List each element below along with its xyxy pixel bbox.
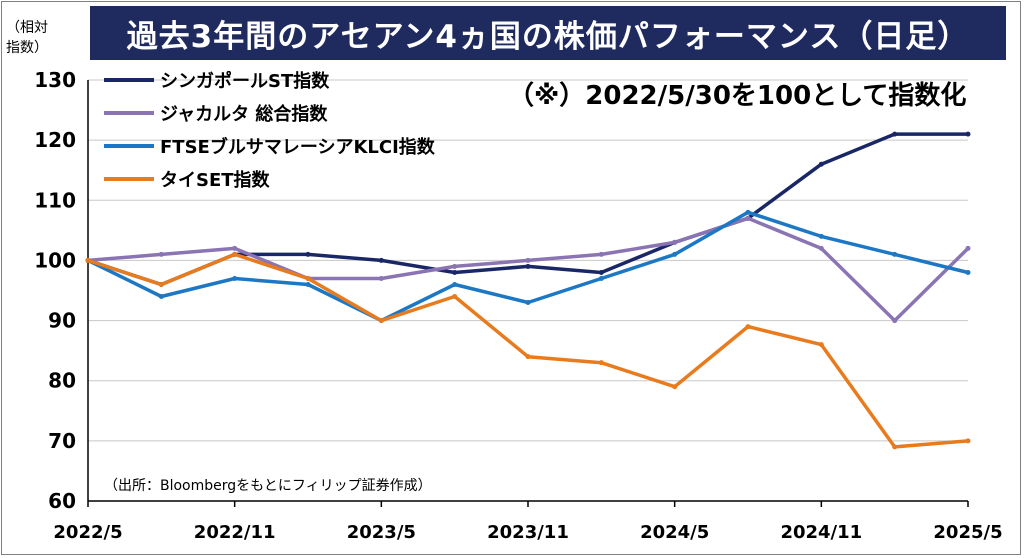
data-point bbox=[525, 354, 531, 360]
data-point bbox=[818, 161, 824, 167]
data-point bbox=[378, 257, 384, 263]
data-point bbox=[305, 251, 311, 257]
data-point bbox=[525, 257, 531, 263]
x-tick-label: 2022/11 bbox=[194, 522, 276, 543]
data-point bbox=[892, 318, 898, 324]
legend-label: FTSEブルサマレーシアKLCI指数 bbox=[160, 136, 436, 158]
data-point bbox=[965, 131, 971, 137]
chart-title: 過去3年間のアセアン4ヵ国の株価パフォーマンス（日足） bbox=[90, 6, 1006, 60]
axes: 60 70 80 90 100 110 120 130 2022/5 2022/11 2023/5 2… bbox=[34, 68, 1002, 543]
data-point bbox=[158, 281, 164, 287]
data-point bbox=[818, 233, 824, 239]
series-line bbox=[86, 216, 970, 323]
y-tick-label: 80 bbox=[48, 369, 76, 393]
x-tick-label: 2024/5 bbox=[640, 522, 709, 543]
data-point bbox=[598, 251, 604, 257]
data-point bbox=[378, 318, 384, 324]
y-axis-label-line: （相対 bbox=[6, 20, 48, 36]
data-point bbox=[452, 269, 458, 275]
series-lines bbox=[85, 131, 971, 450]
data-point bbox=[745, 209, 751, 215]
x-tick-label: 2023/5 bbox=[347, 522, 416, 543]
data-point bbox=[818, 245, 824, 251]
source-note: （出所：Bloombergをもとにフィリップ証券作成） bbox=[104, 478, 432, 494]
data-point bbox=[818, 342, 824, 348]
data-point bbox=[232, 251, 238, 257]
y-tick-label: 90 bbox=[48, 309, 76, 333]
data-point bbox=[452, 263, 458, 269]
data-point bbox=[85, 257, 91, 263]
data-point bbox=[305, 275, 311, 281]
data-point bbox=[672, 239, 678, 245]
data-point bbox=[598, 269, 604, 275]
data-point bbox=[965, 438, 971, 444]
legend-label: タイSET指数 bbox=[160, 169, 271, 191]
legend-label: ジャカルタ 総合指数 bbox=[160, 103, 328, 125]
y-axis-label-line: 指数） bbox=[6, 40, 48, 56]
y-tick-label: 100 bbox=[34, 248, 76, 272]
data-point bbox=[598, 275, 604, 281]
y-tick-label: 130 bbox=[34, 68, 76, 92]
data-point bbox=[672, 384, 678, 390]
data-point bbox=[232, 275, 238, 281]
index-note: （※）2022/5/30を100として指数化 bbox=[508, 81, 966, 111]
y-tick-label: 60 bbox=[48, 489, 76, 513]
legend-label: シンガポールST指数 bbox=[160, 70, 330, 92]
data-point bbox=[525, 263, 531, 269]
data-point bbox=[892, 131, 898, 137]
data-point bbox=[452, 281, 458, 287]
data-point bbox=[892, 444, 898, 450]
data-point bbox=[158, 294, 164, 300]
data-point bbox=[452, 294, 458, 300]
data-point bbox=[378, 275, 384, 281]
data-point bbox=[598, 360, 604, 366]
x-tick-label: 2022/5 bbox=[53, 522, 122, 543]
data-point bbox=[158, 251, 164, 257]
data-point bbox=[965, 245, 971, 251]
x-tick-label: 2023/11 bbox=[487, 522, 569, 543]
y-tick-label: 110 bbox=[34, 188, 76, 212]
data-point bbox=[232, 245, 238, 251]
data-point bbox=[745, 215, 751, 221]
data-point bbox=[745, 324, 751, 330]
y-tick-label: 70 bbox=[48, 429, 76, 453]
x-tick-label: 2025/5 bbox=[933, 522, 1002, 543]
data-point bbox=[525, 300, 531, 306]
y-axis-label: （相対 指数） bbox=[6, 18, 76, 58]
x-tick-label: 2024/11 bbox=[780, 522, 862, 543]
data-point bbox=[965, 269, 971, 275]
data-point bbox=[672, 251, 678, 257]
y-tick-label: 120 bbox=[34, 128, 76, 152]
data-point bbox=[305, 281, 311, 287]
data-point bbox=[892, 251, 898, 257]
